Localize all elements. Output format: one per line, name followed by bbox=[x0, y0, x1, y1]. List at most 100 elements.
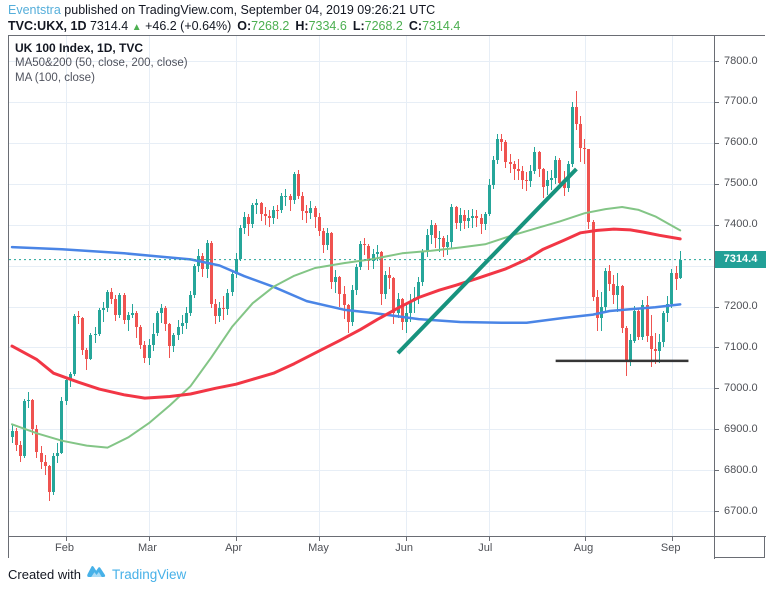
price-axis-label: 7800.0 bbox=[724, 54, 758, 67]
candle-down bbox=[367, 245, 371, 261]
candle-down bbox=[43, 462, 47, 467]
candle-up bbox=[97, 310, 101, 334]
candle-down bbox=[508, 162, 512, 164]
candle-down bbox=[321, 230, 325, 245]
candle-up bbox=[101, 307, 105, 311]
candle-wick-down bbox=[526, 171, 528, 191]
candle-down bbox=[35, 428, 39, 453]
candle-wick-down bbox=[277, 205, 279, 219]
candle-wick-up bbox=[472, 209, 474, 229]
gridline-horizontal bbox=[9, 429, 714, 431]
price-axis-label: 7200.0 bbox=[724, 300, 758, 312]
candle-up bbox=[550, 177, 553, 181]
time-axis-label: Mar bbox=[138, 542, 157, 554]
candle-up bbox=[292, 174, 296, 201]
author-link[interactable]: Eventstra bbox=[8, 3, 61, 17]
created-with-label: Created with bbox=[8, 566, 81, 582]
gridline-horizontal bbox=[9, 388, 714, 390]
gridline-vertical bbox=[584, 36, 586, 536]
candle-down bbox=[317, 217, 321, 231]
tradingview-logo-icon[interactable] bbox=[86, 564, 107, 584]
candle-down bbox=[645, 304, 649, 336]
candle-up bbox=[545, 180, 549, 187]
ma100-line bbox=[11, 206, 682, 449]
price-axis-tick bbox=[715, 61, 719, 62]
candle-down bbox=[143, 344, 147, 358]
candle-down bbox=[247, 217, 251, 225]
candle-up bbox=[384, 274, 387, 294]
gridline-horizontal bbox=[9, 61, 714, 62]
time-axis-tick bbox=[319, 537, 321, 541]
candle-down bbox=[263, 214, 267, 216]
candle-down bbox=[541, 169, 545, 187]
candle-down bbox=[313, 208, 317, 218]
header: Eventstra published on TradingView.com, … bbox=[8, 2, 760, 36]
axis-divider-vertical bbox=[714, 36, 715, 559]
candle-down bbox=[168, 324, 172, 346]
candle-up bbox=[189, 295, 192, 313]
candle-down bbox=[653, 349, 657, 352]
candle-up bbox=[172, 334, 176, 346]
price-axis[interactable]: 6700.06800.06900.07000.07100.07200.07300… bbox=[715, 36, 766, 536]
candle-up bbox=[666, 303, 670, 313]
candle-wick-up bbox=[256, 199, 258, 215]
price-axis-tick bbox=[715, 429, 719, 431]
candle-up bbox=[184, 312, 188, 324]
tradingview-brand-link[interactable]: TradingView bbox=[111, 566, 187, 582]
candle-wick-down bbox=[509, 154, 511, 174]
last-price: 7314.4 bbox=[89, 19, 129, 33]
gridline-vertical bbox=[149, 36, 150, 536]
candle-up bbox=[89, 334, 93, 360]
candle-down bbox=[39, 452, 43, 463]
candle-wick-down bbox=[268, 209, 270, 228]
candle-up bbox=[218, 308, 221, 316]
time-axis-tick bbox=[671, 537, 673, 541]
price-axis-tick bbox=[715, 142, 719, 144]
candle-up bbox=[52, 456, 55, 492]
candle-up bbox=[27, 400, 31, 402]
candle-down bbox=[164, 308, 168, 325]
candle-wick-up bbox=[28, 392, 30, 408]
candle-up bbox=[371, 254, 375, 262]
candle-up bbox=[350, 289, 354, 322]
candle-down bbox=[222, 308, 226, 310]
candle-down bbox=[47, 466, 51, 492]
candle-wick-down bbox=[476, 209, 478, 228]
ohlc-strip: O:7268.2 H:7334.6 L:7268.2 C:7314.4 bbox=[231, 19, 460, 33]
candle-up bbox=[118, 294, 122, 316]
candle-down bbox=[504, 141, 508, 163]
chart-plot-area[interactable]: UK 100 Index, 1D, TVC MA50&200 (50, clos… bbox=[9, 36, 714, 536]
candle-down bbox=[85, 349, 89, 360]
candle-up bbox=[64, 380, 68, 401]
gridline-horizontal bbox=[9, 347, 714, 349]
time-axis-label: Jul bbox=[478, 542, 493, 554]
candle-down bbox=[512, 163, 516, 169]
price-axis-label: 7400.0 bbox=[724, 218, 758, 231]
axis-divider-horizontal bbox=[9, 536, 766, 537]
ohlc-key: O: bbox=[237, 19, 252, 33]
candle-up bbox=[417, 281, 421, 299]
candle-down bbox=[209, 243, 213, 304]
ohlc-value: 7334.6 bbox=[308, 19, 347, 33]
time-axis-label: Aug bbox=[573, 542, 594, 554]
candle-up bbox=[616, 285, 620, 296]
price-axis-label: 7000.0 bbox=[724, 381, 758, 394]
candle-down bbox=[259, 203, 263, 214]
candle-down bbox=[388, 274, 392, 279]
candle-wick-down bbox=[248, 214, 250, 237]
candle-down bbox=[637, 311, 641, 338]
byline: Eventstra published on TradingView.com, … bbox=[8, 2, 760, 18]
ohlc-key: H: bbox=[295, 19, 309, 33]
candle-up bbox=[255, 203, 259, 206]
candle-up bbox=[375, 251, 379, 255]
price-axis-tick bbox=[715, 388, 719, 390]
candle-wick-up bbox=[439, 231, 440, 253]
trendline[interactable] bbox=[396, 167, 578, 355]
gridline-vertical bbox=[489, 36, 491, 536]
candle-down bbox=[591, 221, 595, 297]
up-triangle-icon: ▲ bbox=[131, 22, 142, 33]
time-axis-tick bbox=[406, 537, 408, 541]
time-axis[interactable]: Feb Mar Apr May Jun Jul Aug Sep bbox=[9, 537, 714, 559]
candle-down bbox=[433, 225, 437, 239]
gridline-vertical bbox=[319, 36, 321, 536]
